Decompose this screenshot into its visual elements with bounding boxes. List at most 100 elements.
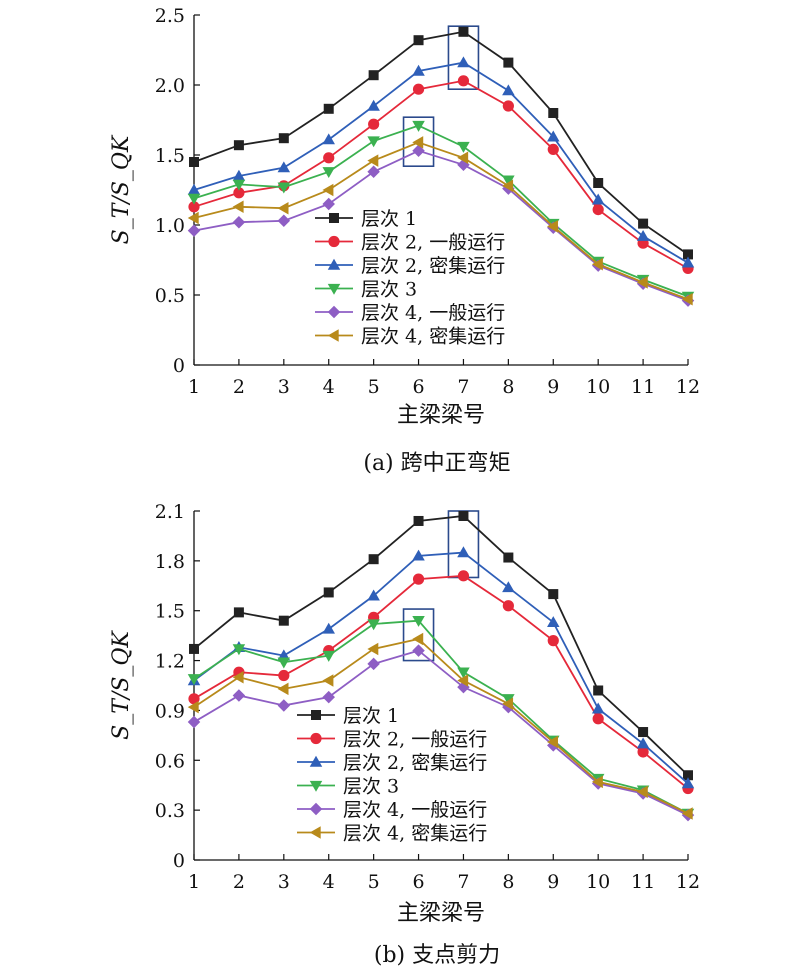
x-tick-label: 8 [502,376,514,398]
data-point [412,83,425,95]
x-tick-label: 9 [547,871,559,893]
y-tick-label: 2.5 [155,5,185,27]
data-point [502,600,514,612]
legend-marker [310,732,322,745]
data-point [367,657,380,671]
data-point [367,619,380,631]
legend-label: 层次 2, 密集运行 [343,752,487,774]
data-point [278,615,289,626]
series-line [193,637,689,815]
x-tick-label: 9 [547,376,559,398]
data-point [593,178,604,188]
data-point [368,118,380,130]
y-tick-label: 2.1 [155,501,185,523]
data-point [681,292,693,306]
series-2 [187,56,695,268]
series-line [193,141,689,301]
legend-marker [329,213,339,223]
x-tick-label: 1 [188,376,200,398]
data-point [637,746,649,758]
data-point [412,632,424,646]
highlight-box [402,608,435,662]
series-line [193,61,689,264]
data-point [547,130,560,142]
data-point [457,151,469,165]
data-point [502,100,514,112]
data-point [547,735,558,749]
data-point [636,785,648,799]
data-point [367,99,380,111]
legend-marker [327,258,341,270]
data-point [322,167,335,179]
x-tick-label: 3 [278,376,290,398]
data-point [277,657,291,669]
data-point [189,643,199,654]
legend-label: 层次 2, 一般运行 [343,729,487,751]
x-tick-label: 10 [586,871,610,893]
series-line [193,551,689,785]
data-point [502,581,515,593]
data-point [232,689,246,702]
x-tick-label: 10 [586,376,610,398]
legend-label: 层次 1 [343,705,399,727]
data-point [232,200,244,214]
legend-marker [309,780,323,792]
data-point [638,218,649,229]
y-tick-label: 0.9 [155,700,185,722]
y-tick-label: 1.8 [155,551,185,573]
y-tick-label: 0 [173,355,185,377]
data-point [458,510,469,521]
x-tick-label: 5 [368,376,380,398]
x-tick-label: 4 [323,376,335,398]
data-point [458,26,469,37]
legend-marker [311,710,321,720]
legend-label: 层次 4, 密集运行 [361,326,505,348]
data-point [683,770,693,781]
x-tick-label: 5 [368,871,380,893]
data-point [187,193,201,205]
data-point [457,56,470,68]
data-point [548,589,559,600]
legend-marker [327,329,339,342]
data-point [277,214,291,228]
data-point [502,694,515,706]
legend-marker [328,235,340,248]
y-tick-label: 1.5 [155,145,185,167]
x-axis-title: 主梁梁号 [397,901,485,926]
data-point [457,75,470,87]
data-point [503,552,514,563]
data-point [232,670,244,684]
data-point [547,616,560,628]
x-tick-label: 7 [457,871,469,893]
data-point [233,140,244,151]
data-point [322,183,334,197]
data-point [189,157,199,167]
x-axis-title: 主梁梁号 [397,403,485,428]
series-line [193,619,689,815]
data-point [367,154,379,167]
series-1 [188,570,694,795]
data-point [457,674,469,687]
data-point [592,713,604,725]
data-point [368,70,379,81]
data-point [368,554,379,565]
data-point [592,204,604,216]
legend-marker [327,283,341,295]
data-point [502,179,514,193]
data-point [367,136,380,148]
data-point [277,649,291,661]
chart-caption: (a) 跨中正弯矩 [363,451,510,476]
data-point [367,642,379,656]
data-point [232,169,246,181]
series-1 [188,75,694,274]
data-point [502,175,515,187]
x-tick-label: 11 [631,376,655,398]
legend-marker [327,305,341,319]
data-point [322,622,335,634]
data-point [412,644,425,657]
data-point [323,152,335,164]
data-point [591,193,605,205]
data-point [591,257,603,271]
data-point [457,141,470,153]
data-point [593,685,604,696]
